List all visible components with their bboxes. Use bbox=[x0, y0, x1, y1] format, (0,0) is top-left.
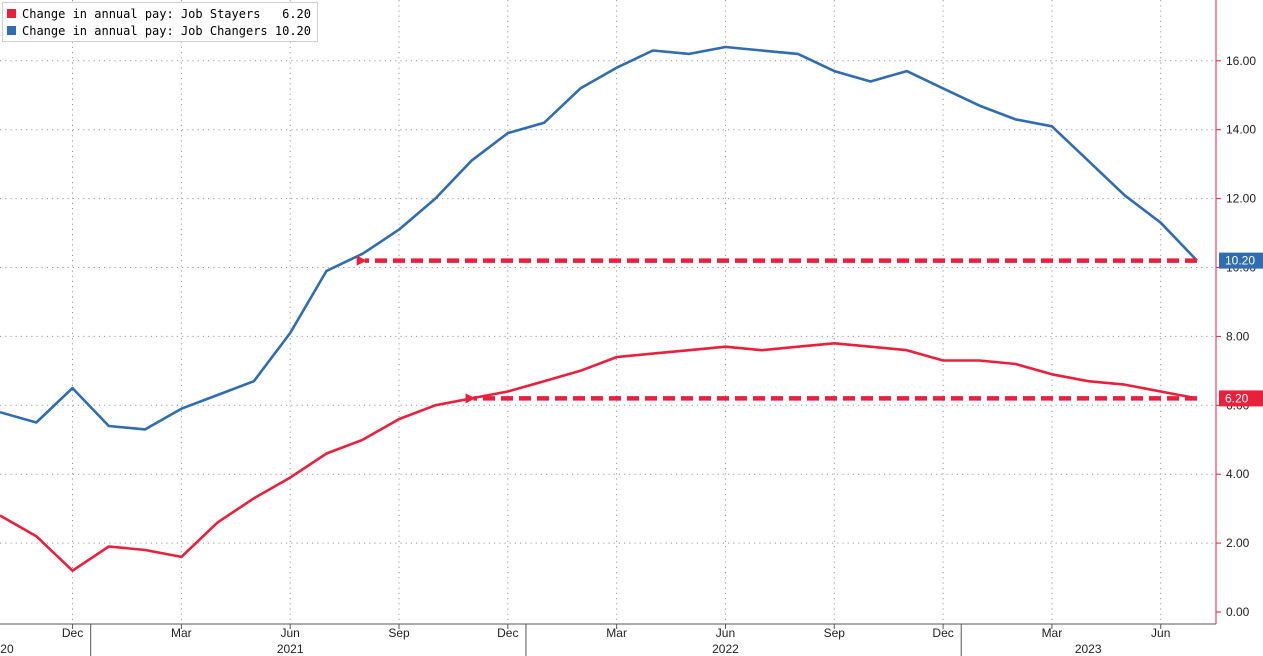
gridlines bbox=[0, 0, 1216, 624]
series-lines bbox=[0, 45, 1198, 573]
legend-swatch-job-changers bbox=[7, 26, 16, 35]
x-tick-label: Dec bbox=[497, 626, 518, 640]
tick-labels: 0.002.004.006.008.0010.0012.0014.0016.00… bbox=[0, 54, 1256, 656]
x-tick-label: Jun bbox=[281, 626, 300, 640]
x-tick-label: Dec bbox=[932, 626, 953, 640]
legend-spacer bbox=[268, 24, 275, 38]
x-tick-label: Sep bbox=[824, 626, 846, 640]
y-tick-label: 8.00 bbox=[1226, 329, 1250, 343]
legend-value-job-stayers: 6.20 bbox=[282, 6, 312, 21]
x-tick-label: Mar bbox=[1042, 626, 1063, 640]
legend-label-job-stayers: Change in annual pay: Job Stayers bbox=[22, 6, 261, 21]
y-tick-label: 2.00 bbox=[1226, 536, 1250, 550]
x-year-label: 2023 bbox=[1075, 642, 1102, 656]
badge-stayers-background bbox=[1219, 390, 1263, 407]
axes bbox=[0, 0, 1221, 656]
value-badges: 10.20 6.20 bbox=[1219, 252, 1263, 407]
legend-item-job-changers: Change in annual pay: Job Changers 10.20 bbox=[7, 22, 311, 39]
y-tick-label: 16.00 bbox=[1226, 54, 1256, 68]
legend-swatch-job-stayers bbox=[7, 9, 16, 18]
badge-changers-background bbox=[1219, 252, 1263, 269]
annotation-arrows bbox=[356, 255, 1197, 404]
badge-changers-text: 10.20 bbox=[1225, 254, 1255, 268]
y-tick-label: 12.00 bbox=[1226, 192, 1256, 206]
legend-item-job-stayers: Change in annual pay: Job Stayers 6.20 bbox=[7, 5, 311, 22]
y-tick-label: 0.00 bbox=[1226, 605, 1250, 619]
x-tick-label: Mar bbox=[606, 626, 627, 640]
x-year-label: 2022 bbox=[712, 642, 739, 656]
legend: Change in annual pay: Job Stayers 6.20 C… bbox=[2, 2, 319, 42]
x-year-label: 2021 bbox=[277, 642, 304, 656]
x-tick-label: Jun bbox=[716, 626, 735, 640]
y-tick-label: 14.00 bbox=[1226, 123, 1256, 137]
x-tick-label: Jun bbox=[1151, 626, 1170, 640]
legend-label-job-changers: Change in annual pay: Job Changers bbox=[22, 23, 268, 38]
badge-stayers-text: 6.20 bbox=[1225, 391, 1249, 405]
series-line-job-stayers bbox=[0, 341, 1198, 573]
legend-value-job-changers: 10.20 bbox=[274, 23, 311, 38]
legend-spacer bbox=[260, 7, 282, 21]
badge-stayers: 6.20 bbox=[1219, 390, 1263, 407]
x-tick-label: Dec bbox=[62, 626, 83, 640]
x-tick-label: Sep bbox=[388, 626, 410, 640]
y-tick-label: 4.00 bbox=[1226, 467, 1250, 481]
series-line-job-changers bbox=[0, 45, 1198, 431]
badge-changers: 10.20 bbox=[1219, 252, 1263, 269]
x-tick-label: Mar bbox=[171, 626, 192, 640]
